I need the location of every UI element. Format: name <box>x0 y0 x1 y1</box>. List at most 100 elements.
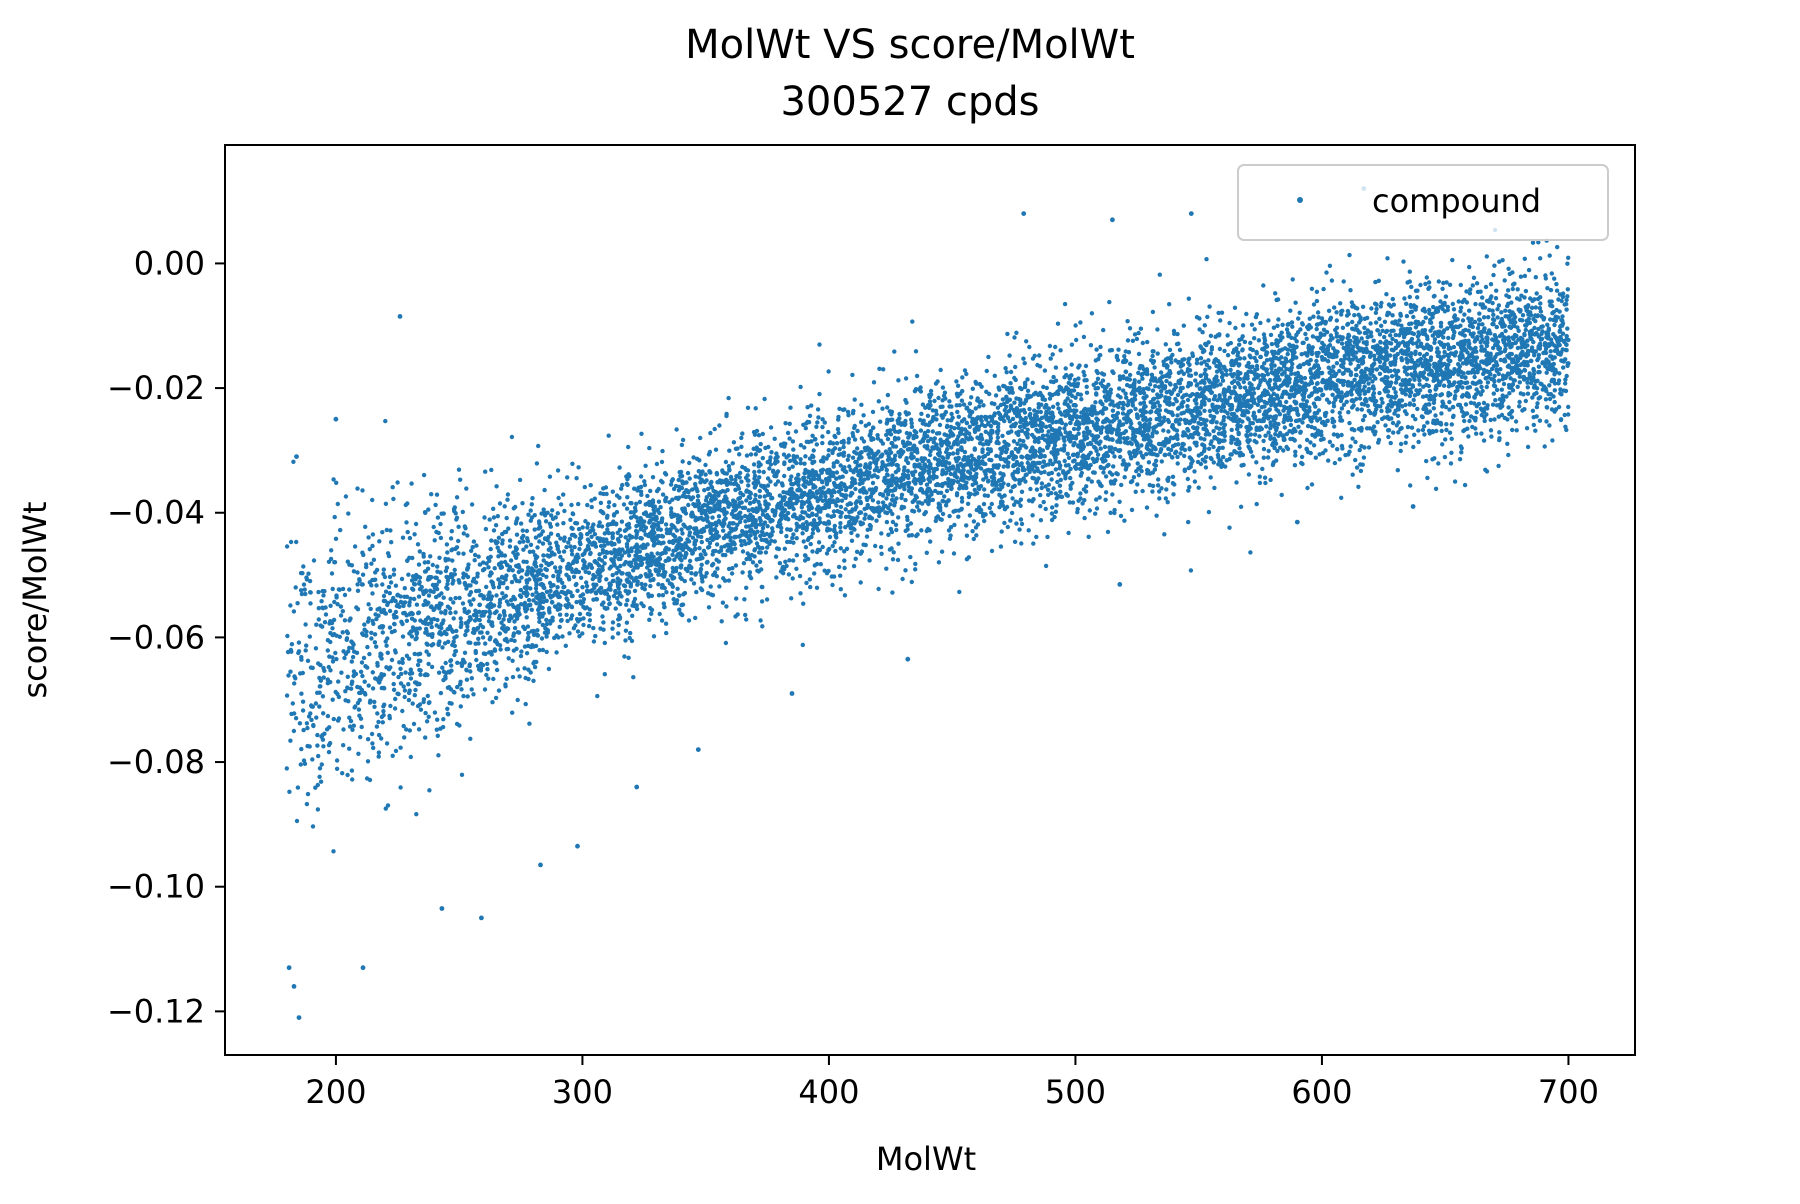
data-point <box>1295 418 1300 423</box>
data-point <box>1068 475 1073 481</box>
data-point <box>570 526 575 531</box>
data-point <box>632 513 637 519</box>
data-point <box>340 586 346 592</box>
data-point <box>739 435 744 441</box>
data-point <box>989 489 995 494</box>
data-point <box>1565 261 1570 266</box>
data-point <box>1017 438 1023 443</box>
data-point <box>1547 383 1552 388</box>
data-point <box>1514 428 1519 433</box>
data-point <box>1222 348 1227 354</box>
data-point <box>1477 311 1482 316</box>
data-point <box>433 502 438 508</box>
data-point <box>302 587 307 592</box>
data-point <box>1136 379 1142 384</box>
data-point <box>459 622 464 627</box>
data-point <box>703 512 709 517</box>
data-point <box>479 630 484 635</box>
data-point <box>461 551 466 556</box>
data-point <box>1272 356 1278 361</box>
data-point <box>370 741 375 746</box>
data-point <box>1079 397 1084 402</box>
data-point <box>1055 321 1061 326</box>
data-point <box>371 557 377 562</box>
data-point <box>1379 323 1384 328</box>
data-point <box>832 482 838 488</box>
data-point <box>334 758 340 763</box>
data-point <box>783 559 788 564</box>
data-point <box>1321 327 1327 332</box>
data-point <box>1062 426 1067 431</box>
data-point <box>1038 504 1043 509</box>
data-point <box>585 525 590 530</box>
data-point <box>753 536 758 541</box>
data-point <box>1264 424 1269 429</box>
data-point <box>802 558 808 563</box>
data-point <box>463 632 468 638</box>
data-point <box>870 409 876 415</box>
data-point <box>565 597 570 603</box>
data-point <box>1490 317 1496 322</box>
data-point <box>1507 391 1512 396</box>
data-point <box>548 618 553 624</box>
data-point <box>787 558 792 563</box>
data-point <box>824 551 830 556</box>
data-point <box>805 419 810 425</box>
data-point <box>1564 333 1569 339</box>
data-point <box>1435 346 1440 351</box>
data-point <box>737 470 743 476</box>
data-point <box>1073 466 1079 471</box>
data-point <box>726 395 731 401</box>
data-point <box>1195 357 1200 362</box>
data-point <box>1452 479 1458 484</box>
data-point <box>1326 365 1332 370</box>
data-point <box>1122 518 1127 523</box>
data-point <box>331 716 336 722</box>
data-point <box>951 551 957 556</box>
data-point <box>995 487 1001 492</box>
data-point <box>999 529 1004 534</box>
data-point <box>1014 396 1019 401</box>
data-point <box>366 683 371 688</box>
data-point <box>1425 475 1430 481</box>
data-point <box>299 654 304 660</box>
data-point <box>1407 269 1413 274</box>
data-point <box>537 648 542 653</box>
data-point <box>322 620 328 625</box>
data-point <box>1163 357 1169 362</box>
data-point <box>491 515 497 520</box>
data-point <box>1449 450 1454 455</box>
data-point <box>1374 367 1380 372</box>
data-point <box>529 502 534 507</box>
data-point <box>391 567 397 572</box>
data-point <box>610 635 615 640</box>
data-point <box>803 553 808 558</box>
data-point <box>1256 338 1262 343</box>
data-point <box>628 584 633 589</box>
data-point <box>890 557 896 562</box>
data-point <box>791 558 796 563</box>
data-point <box>1388 333 1393 338</box>
data-point <box>429 664 435 670</box>
data-point <box>1287 342 1292 347</box>
data-point <box>336 694 342 700</box>
data-point <box>850 372 855 378</box>
data-point <box>1056 472 1061 477</box>
data-point <box>886 532 891 537</box>
data-point <box>1331 346 1336 351</box>
data-point <box>849 530 854 536</box>
data-point <box>1086 476 1091 481</box>
data-point <box>1427 307 1432 313</box>
data-point <box>784 502 789 507</box>
data-point <box>1066 455 1072 460</box>
data-point <box>1491 312 1496 317</box>
data-point <box>902 486 907 492</box>
data-point <box>1136 351 1142 357</box>
data-point <box>737 475 742 480</box>
data-point <box>1188 568 1194 573</box>
data-point <box>1146 460 1152 465</box>
data-point <box>1523 288 1529 294</box>
data-point <box>509 579 515 585</box>
data-point <box>1157 496 1162 501</box>
data-point <box>526 597 532 603</box>
